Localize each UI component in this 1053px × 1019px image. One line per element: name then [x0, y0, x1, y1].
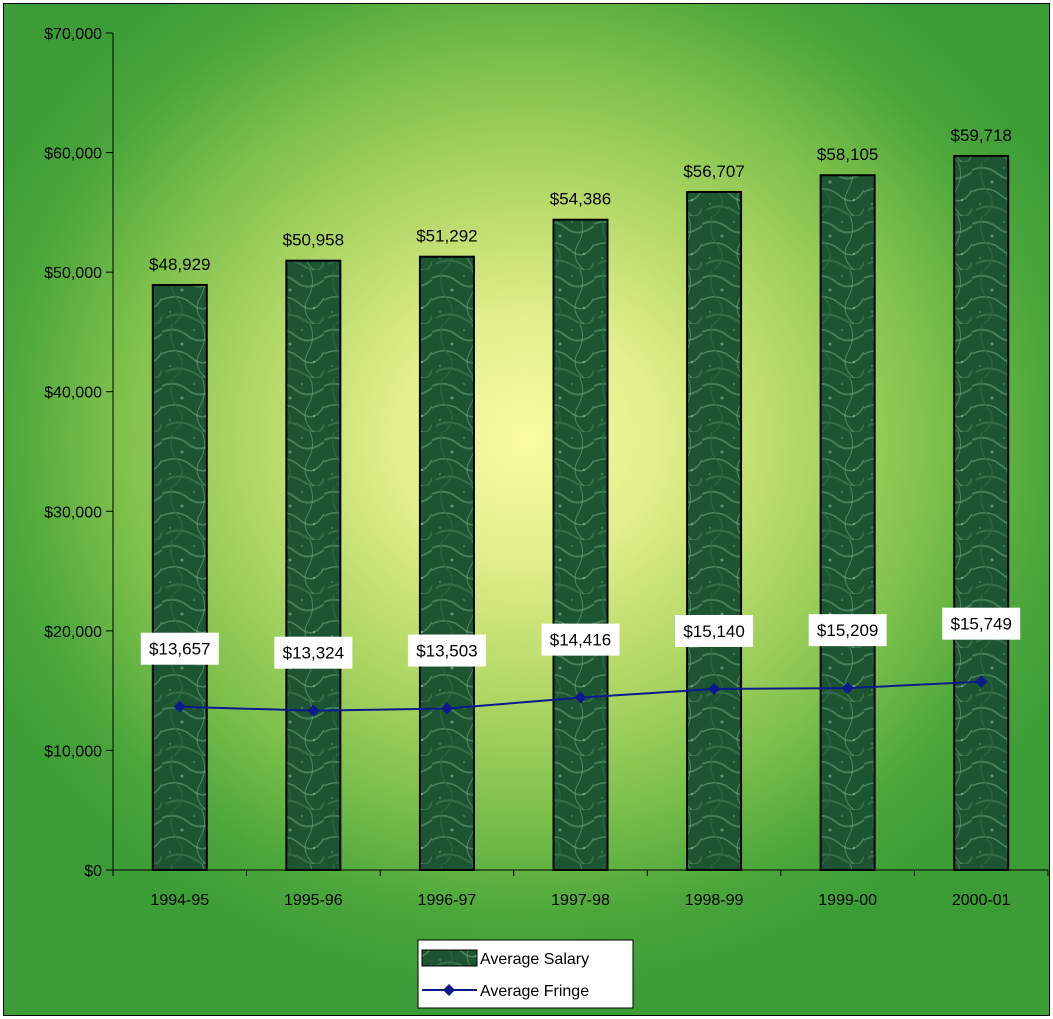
x-tick-label: 1998-99 — [685, 892, 744, 909]
salary-bar — [686, 190, 743, 872]
fringe-label-box — [140, 632, 219, 665]
salary-bar — [552, 218, 609, 871]
fringe-point — [574, 691, 587, 704]
salary-bar — [285, 259, 342, 871]
y-tick-label: $70,000 — [44, 26, 102, 43]
fringe-label-box — [808, 614, 887, 647]
x-tick-label: 1995-96 — [284, 892, 343, 909]
legend-swatch-fringe-marker — [443, 984, 455, 996]
fringe-point — [841, 682, 854, 695]
fringe-data-label: $15,749 — [950, 615, 1011, 634]
fringe-data-label: $13,657 — [149, 640, 210, 659]
salary-bar — [418, 255, 475, 871]
salary-data-label: $54,386 — [550, 190, 611, 209]
fringe-data-label: $14,416 — [550, 631, 611, 650]
y-tick-label: $30,000 — [44, 504, 102, 521]
legend-label-salary: Average Salary — [480, 951, 589, 968]
x-tick-label: 1997-98 — [551, 892, 610, 909]
fringe-data-label: $15,140 — [683, 622, 744, 641]
legend-label-fringe: Average Fringe — [480, 983, 589, 1000]
y-tick-label: $0 — [84, 863, 102, 880]
fringe-label-box — [407, 634, 486, 667]
x-tick-label: 1999-00 — [818, 892, 877, 909]
salary-data-label: $50,958 — [283, 231, 344, 250]
x-tick-label: 2000-01 — [952, 892, 1011, 909]
salary-data-label: $59,718 — [950, 126, 1011, 145]
y-tick-label: $10,000 — [44, 743, 102, 760]
salary-bar — [819, 174, 876, 871]
fringe-data-label: $13,503 — [416, 642, 477, 661]
salary-data-label: $56,707 — [683, 162, 744, 181]
salary-data-label: $48,929 — [149, 255, 210, 274]
fringe-point — [173, 700, 186, 713]
salary-data-label: $51,292 — [416, 227, 477, 246]
y-tick-label: $20,000 — [44, 624, 102, 641]
salary-data-label: $58,105 — [817, 145, 878, 164]
y-tick-label: $50,000 — [44, 265, 102, 282]
legend-swatch-salary — [421, 949, 478, 967]
x-tick-label: 1996-97 — [418, 892, 477, 909]
y-tick-label: $40,000 — [44, 385, 102, 402]
fringe-label-box — [541, 623, 620, 656]
x-tick-label: 1994-95 — [150, 892, 209, 909]
fringe-point — [307, 704, 320, 717]
salary-bar — [953, 154, 1010, 871]
fringe-data-label: $15,209 — [817, 621, 878, 640]
fringe-data-label: $13,324 — [283, 644, 344, 663]
salary-bar — [151, 283, 208, 871]
fringe-label-box — [675, 614, 754, 647]
fringe-point — [440, 702, 453, 715]
fringe-point — [708, 682, 721, 695]
fringe-label-box — [274, 636, 353, 669]
fringe-point — [975, 675, 988, 688]
y-tick-label: $60,000 — [44, 146, 102, 163]
fringe-label-box — [942, 607, 1021, 640]
